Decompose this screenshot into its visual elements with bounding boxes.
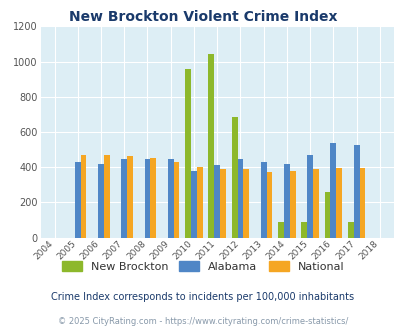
Bar: [231, 117, 237, 238]
Bar: [243, 169, 249, 238]
Bar: [220, 169, 225, 238]
Bar: [277, 222, 284, 238]
Bar: [335, 168, 341, 238]
Bar: [214, 165, 220, 238]
Bar: [173, 162, 179, 238]
Bar: [196, 167, 202, 238]
Bar: [167, 159, 173, 238]
Text: New Brockton Violent Crime Index: New Brockton Violent Crime Index: [68, 10, 337, 24]
Bar: [359, 168, 364, 238]
Bar: [81, 155, 86, 238]
Legend: New Brockton, Alabama, National: New Brockton, Alabama, National: [58, 258, 347, 276]
Bar: [307, 154, 312, 238]
Bar: [144, 159, 150, 238]
Bar: [75, 162, 81, 238]
Text: Crime Index corresponds to incidents per 100,000 inhabitants: Crime Index corresponds to incidents per…: [51, 292, 354, 302]
Bar: [185, 69, 191, 238]
Bar: [98, 164, 104, 238]
Bar: [237, 159, 243, 238]
Bar: [208, 54, 214, 238]
Bar: [191, 171, 196, 238]
Bar: [127, 156, 133, 238]
Bar: [347, 222, 353, 238]
Bar: [260, 162, 266, 238]
Bar: [150, 157, 156, 238]
Bar: [266, 173, 272, 238]
Bar: [284, 164, 289, 238]
Bar: [353, 145, 359, 238]
Bar: [324, 192, 330, 238]
Text: © 2025 CityRating.com - https://www.cityrating.com/crime-statistics/: © 2025 CityRating.com - https://www.city…: [58, 317, 347, 326]
Bar: [312, 169, 318, 238]
Bar: [104, 155, 109, 238]
Bar: [301, 222, 307, 238]
Bar: [330, 144, 335, 238]
Bar: [289, 171, 295, 238]
Bar: [121, 159, 127, 238]
